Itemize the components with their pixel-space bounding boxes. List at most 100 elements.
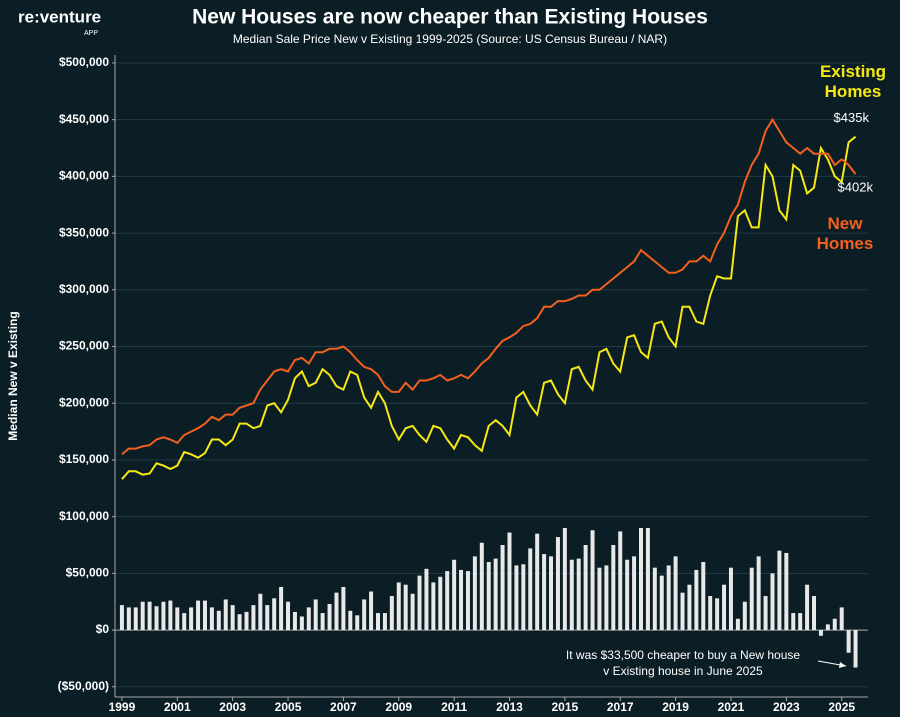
bar [805, 584, 810, 631]
bar [251, 605, 256, 631]
bar [555, 537, 560, 631]
x-tick-label: 2023 [773, 700, 800, 714]
bar [175, 607, 180, 631]
end-label: $402k [838, 180, 874, 195]
bar [320, 613, 325, 631]
y-tick-label: $300,000 [59, 282, 109, 296]
bar [327, 603, 332, 631]
bar [362, 599, 367, 631]
bar [535, 533, 540, 631]
bar [812, 596, 817, 631]
x-tick-label: 2021 [718, 700, 745, 714]
bar [784, 552, 789, 631]
annotation: v Existing house in June 2025 [603, 664, 763, 678]
bar [846, 630, 851, 653]
bar [514, 565, 519, 631]
bar [542, 554, 547, 631]
logo: re:venture [18, 7, 101, 26]
bar [417, 575, 422, 631]
bar [445, 571, 450, 631]
bar [140, 601, 145, 631]
bar [825, 624, 830, 631]
bar [528, 548, 533, 631]
bar [147, 601, 152, 631]
bar [507, 532, 512, 631]
bar [742, 601, 747, 631]
y-tick-label: $350,000 [59, 225, 109, 239]
x-tick-label: 2005 [275, 700, 302, 714]
bar [389, 596, 394, 631]
bar [638, 527, 643, 631]
bar [133, 607, 138, 631]
bar [735, 618, 740, 631]
bar [500, 545, 505, 631]
y-tick-label: $200,000 [59, 395, 109, 409]
x-tick-label: 2025 [828, 700, 855, 714]
bar [632, 556, 637, 631]
bar [168, 600, 173, 631]
bar [749, 567, 754, 631]
bar [701, 562, 706, 631]
bar [161, 601, 166, 631]
bar [410, 593, 415, 631]
bar [770, 573, 775, 631]
x-tick-label: 2009 [385, 700, 412, 714]
bar [230, 605, 235, 631]
bar [375, 613, 380, 631]
bar [306, 607, 311, 631]
bar [424, 568, 429, 631]
bar [583, 545, 588, 631]
x-tick-label: 2011 [441, 700, 467, 714]
x-tick-label: 2013 [496, 700, 523, 714]
chart-title: New Houses are now cheaper than Existing… [192, 6, 708, 29]
bar [590, 530, 595, 631]
y-tick-label: $150,000 [59, 452, 109, 466]
bar [493, 558, 498, 631]
bar [839, 607, 844, 631]
bar [694, 569, 699, 631]
bar [604, 565, 609, 631]
bar [479, 542, 484, 631]
bar [299, 616, 304, 631]
bar [625, 559, 630, 631]
bar [223, 599, 228, 631]
bar [763, 596, 768, 631]
bar [798, 613, 803, 631]
bar [569, 559, 574, 631]
bar [853, 630, 858, 668]
bar [611, 545, 616, 631]
bar [659, 575, 664, 631]
x-tick-label: 1999 [109, 700, 136, 714]
bar [209, 607, 214, 631]
bar [348, 610, 353, 631]
bar [272, 598, 277, 631]
series-label: New Homes [816, 214, 874, 253]
bar [452, 559, 457, 631]
y-tick-label: $450,000 [59, 112, 109, 126]
bar [396, 582, 401, 631]
bar [472, 556, 477, 631]
bar [313, 599, 318, 631]
logo-tag: APP [84, 30, 98, 37]
bar [244, 611, 249, 631]
y-tick-label: $400,000 [59, 169, 109, 183]
y-axis-label: Median New v Existing [6, 311, 20, 440]
bar [265, 605, 270, 631]
bar [216, 610, 221, 631]
y-tick-label: $500,000 [59, 55, 109, 69]
line [121, 117, 857, 456]
x-tick-label: 2003 [219, 700, 246, 714]
bar [258, 593, 263, 631]
bar [154, 606, 159, 631]
bar [652, 567, 657, 631]
annotation: It was $33,500 cheaper to buy a New hous… [566, 648, 800, 662]
bar [438, 576, 443, 631]
series-label: Existing Homes [819, 62, 887, 101]
bar [521, 564, 526, 631]
bar [818, 630, 823, 636]
bar [687, 584, 692, 631]
bar [286, 601, 291, 631]
bar [119, 605, 124, 631]
